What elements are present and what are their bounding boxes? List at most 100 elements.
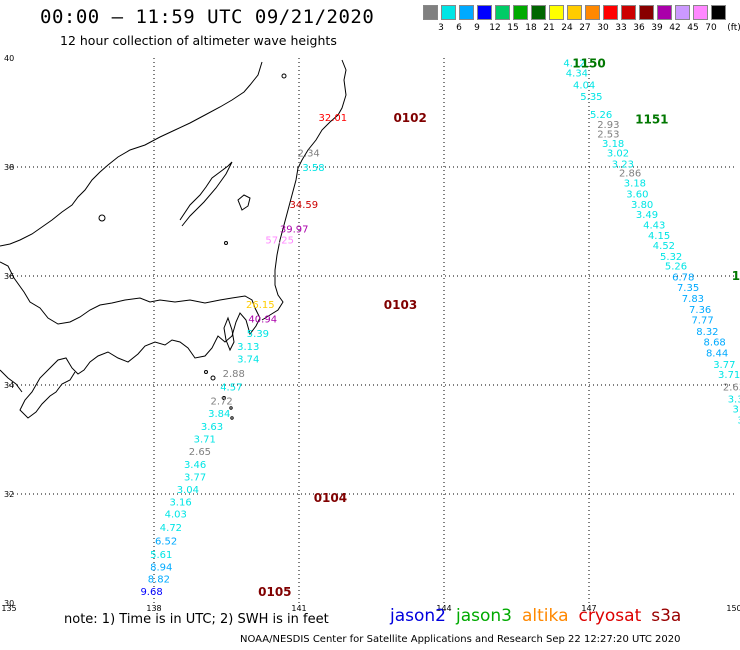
scale-swatch <box>549 5 564 20</box>
wave-height-label: 3.49 <box>636 210 658 221</box>
wave-height-label: 9.68 <box>140 587 162 598</box>
scale-label: 45 <box>687 23 699 33</box>
wave-height-label: 7.83 <box>682 294 704 305</box>
lon-tick-label: 147 <box>581 604 596 613</box>
wave-height-label: 2.86 <box>619 169 641 180</box>
scale-swatch <box>567 5 582 20</box>
scale-swatch <box>711 5 726 20</box>
pass-time-label: 0103 <box>384 298 417 312</box>
scale-swatch <box>639 5 654 20</box>
lat-tick-label: 30 <box>4 599 14 608</box>
izu-island <box>229 406 233 410</box>
sado-small-island <box>281 73 287 79</box>
page-title: 00:00 – 11:59 UTC 09/21/2020 <box>40 6 375 28</box>
wave-height-label: 3.58 <box>302 163 324 174</box>
legend-jason3: jason3 <box>456 606 512 626</box>
wave-height-label: 3.60 <box>626 189 648 200</box>
wave-height-label: 5.35 <box>580 92 602 103</box>
lon-tick-label: 144 <box>436 604 451 613</box>
scale-label: 9 <box>474 23 480 33</box>
scale-unit: (ft) <box>727 23 740 33</box>
wave-height-label: 2.93 <box>597 120 619 131</box>
wave-height-label: 3.71 <box>194 435 216 446</box>
wave-height-label: 32.01 <box>319 113 348 124</box>
wave-height-label: 7.36 <box>689 305 711 316</box>
scale-label: 39 <box>651 23 663 33</box>
wave-height-label: 3.77 <box>713 360 735 371</box>
izu-island <box>204 370 208 374</box>
pass-time-label: 1151 <box>635 113 668 127</box>
wave-height-label: 34.59 <box>290 200 319 211</box>
wave-height-label: 3.46 <box>184 460 206 471</box>
lon-tick-label: 150 <box>726 604 740 613</box>
wave-height-label: 4.04 <box>573 80 595 91</box>
scale-label: 36 <box>633 23 645 33</box>
wave-height-label: 3.71 <box>718 370 740 381</box>
small-island <box>224 241 228 245</box>
lon-tick-label: 138 <box>146 604 161 613</box>
scale-swatch <box>513 5 528 20</box>
honshu-coast <box>0 61 263 419</box>
wave-height-label: 4.43 <box>643 220 665 231</box>
scale-label: 12 <box>489 23 501 33</box>
wave-height-label: 39.97 <box>280 225 309 236</box>
satellite-legend: jason2 jason3 altika cryosat s3a <box>390 606 691 626</box>
units-note: note: 1) Time is in UTC; 2) SWH is in fe… <box>64 612 329 627</box>
scale-swatch <box>477 5 492 20</box>
pass-time-label: 0105 <box>258 585 291 599</box>
lat-tick-label: 38 <box>4 163 14 172</box>
wave-height-label: 8.68 <box>704 337 726 348</box>
wave-height-label: 2.53 <box>597 129 619 140</box>
wave-height-label: 4.15 <box>648 231 670 242</box>
wave-height-label: 3.80 <box>631 200 653 211</box>
wave-height-label: 3.12 <box>737 415 740 426</box>
wave-height-label: 4.34 <box>566 68 588 79</box>
page-subtitle: 12 hour collection of altimeter wave hei… <box>60 33 337 48</box>
wave-height-label: 26.15 <box>246 300 275 311</box>
wave-height-label: 4.12 <box>563 58 585 69</box>
footer-credit: NOAA/NESDIS Center for Satellite Applica… <box>240 634 681 645</box>
wave-height-label: 5.26 <box>665 262 687 273</box>
wave-height-label: 3.18 <box>602 139 624 150</box>
scale-label: 70 <box>705 23 717 33</box>
noto-peninsula <box>179 161 233 227</box>
izu-peninsula <box>223 316 235 352</box>
scale-label: 15 <box>507 23 519 33</box>
lat-tick-label: 32 <box>4 490 14 499</box>
scale-swatch <box>657 5 672 20</box>
wave-height-label: 5.61 <box>150 550 172 561</box>
lat-tick-label: 34 <box>4 381 14 390</box>
legend-jason2: jason2 <box>390 606 446 626</box>
izu-island <box>222 396 226 400</box>
wave-height-label: 5.26 <box>590 110 612 121</box>
wave-height-label: 57.25 <box>265 236 294 247</box>
honshu-east-coast <box>261 59 347 321</box>
pass-time-label: 0104 <box>314 491 347 505</box>
wave-height-label: 2.65 <box>189 447 211 458</box>
wave-height-label: 4.52 <box>653 241 675 252</box>
wave-height-label: 4.72 <box>160 523 182 534</box>
scale-label: 33 <box>615 23 627 33</box>
wave-height-label: 2.88 <box>223 369 245 380</box>
axis-tick-labels: 135 138 141 144 147 150 30 32 34 36 38 40 <box>1 54 740 613</box>
wave-height-label: 3.84 <box>208 409 230 420</box>
wave-height-label: 5.39 <box>247 329 269 340</box>
lat-tick-label: 36 <box>4 272 14 281</box>
oki-island <box>98 214 106 222</box>
wave-height-label: 40.94 <box>248 315 277 326</box>
legend-s3a: s3a <box>651 606 682 626</box>
scale-swatch <box>693 5 708 20</box>
lon-tick-label: 141 <box>291 604 306 613</box>
wave-height-label: 3.63 <box>201 422 223 433</box>
wave-height-label: 7.77 <box>691 316 713 327</box>
scale-label: 6 <box>456 23 462 33</box>
pass-time-label: 1150 <box>572 56 605 70</box>
scale-label: 42 <box>669 23 681 33</box>
wave-height-label: 3.37 <box>728 395 740 406</box>
scale-swatch <box>423 5 438 20</box>
japan-coastline <box>0 59 347 420</box>
wave-height-label: 3.23 <box>612 159 634 170</box>
wave-height-label: 3.74 <box>237 354 259 365</box>
shikoku-coast <box>0 369 23 393</box>
